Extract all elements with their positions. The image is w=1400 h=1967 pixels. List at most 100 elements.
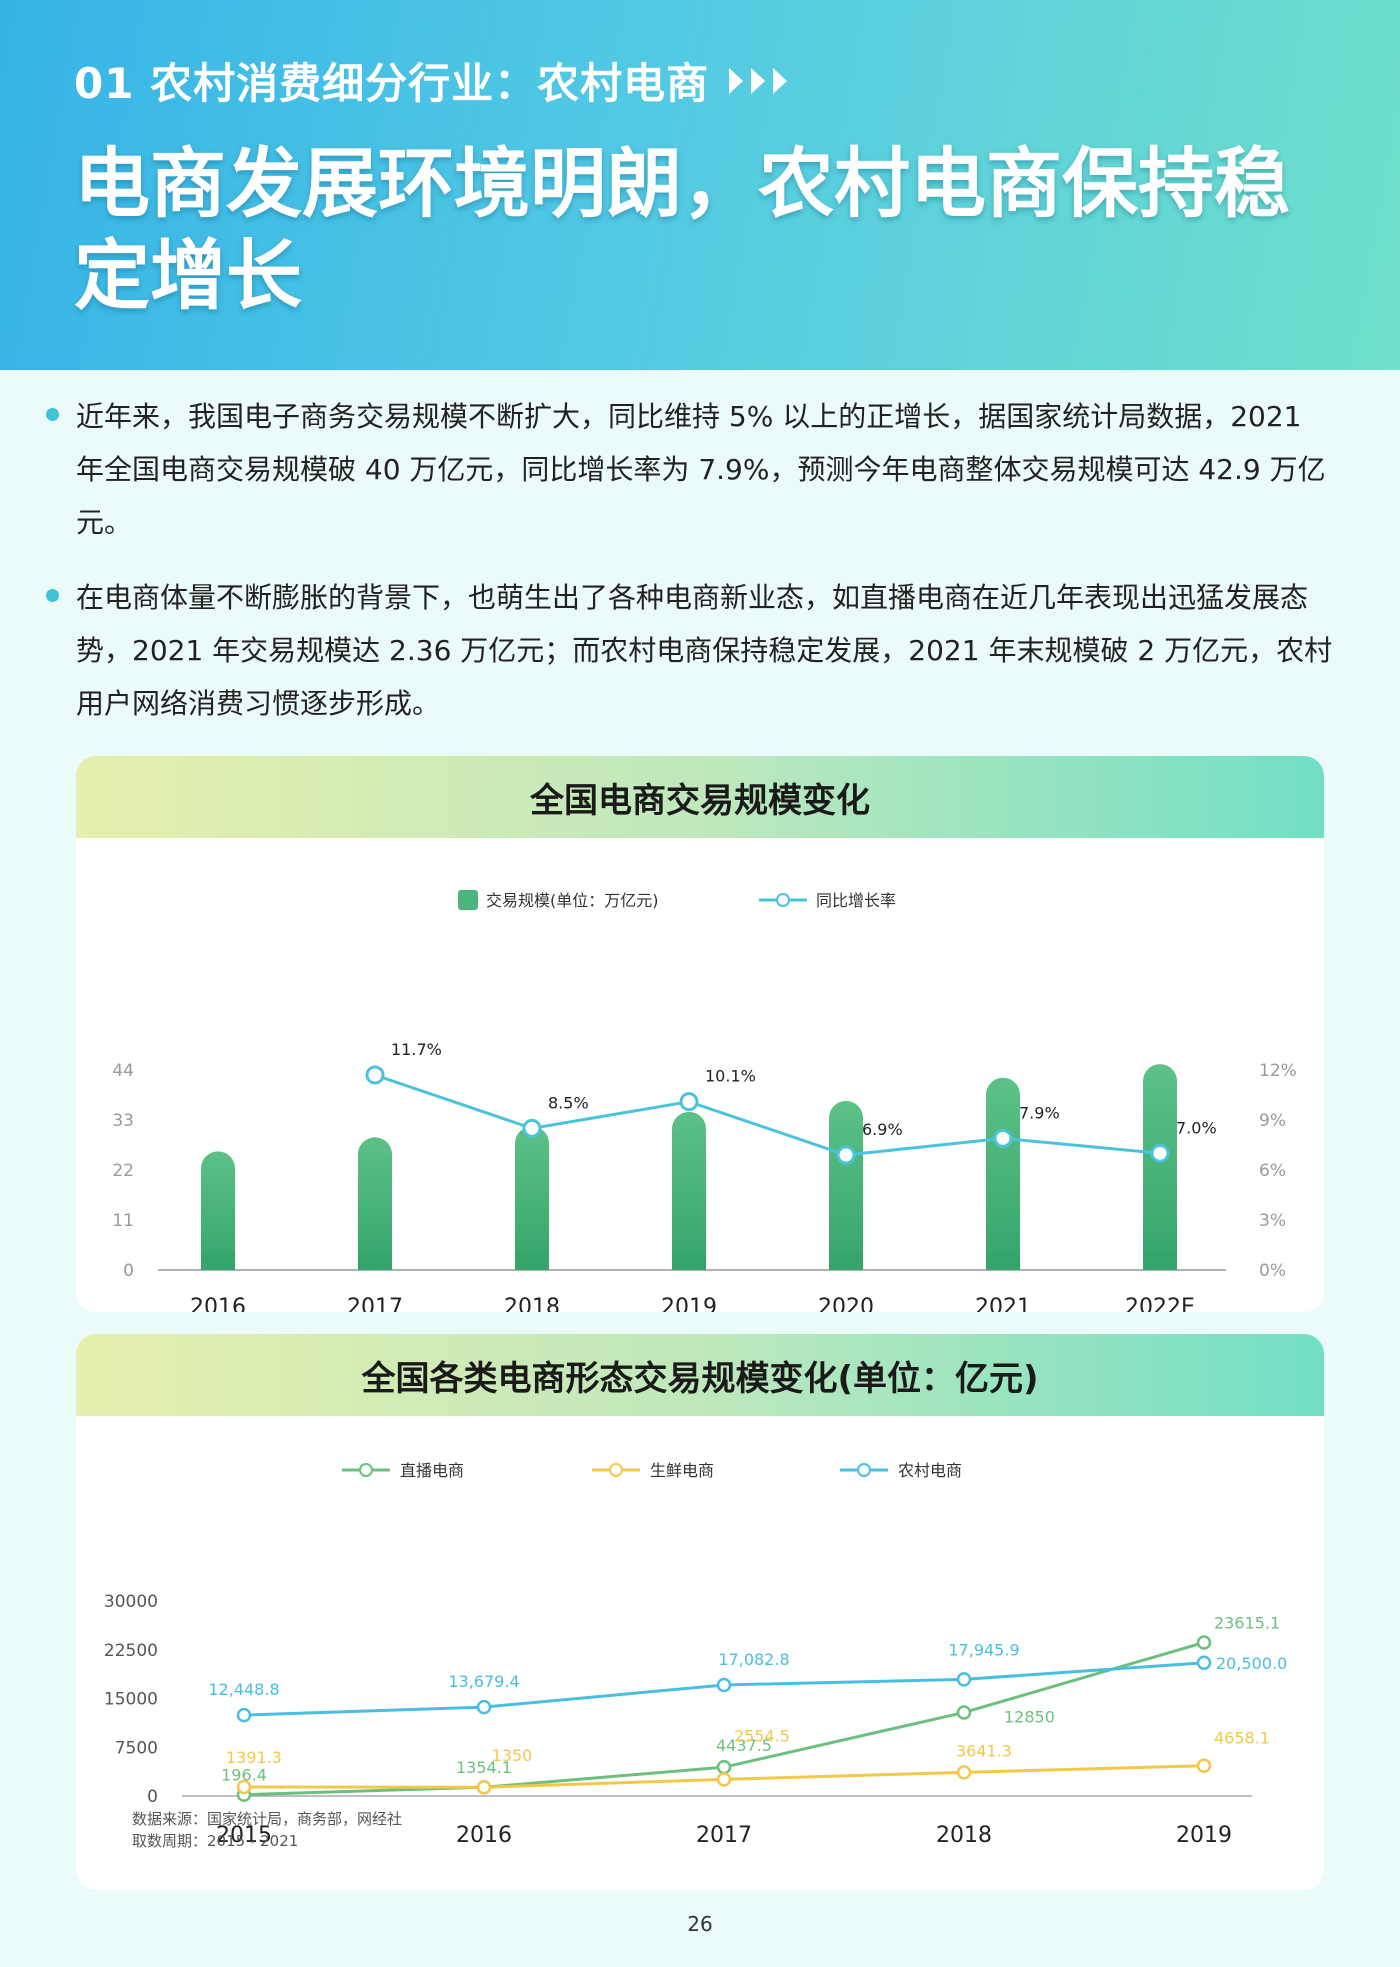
bar-2019 <box>672 1111 706 1270</box>
y-tick-label: 30000 <box>104 1592 158 1612</box>
data-label-live: 1354.1 <box>456 1758 512 1777</box>
data-label-fresh: 4658.1 <box>1214 1729 1270 1748</box>
data-label-fresh: 3641.3 <box>956 1741 1012 1760</box>
growth-data-label: 6.9% <box>862 1120 903 1139</box>
chart-title: 全国电商交易规模变化 <box>76 756 1324 838</box>
bar-2017 <box>358 1137 392 1270</box>
x-tick-label: 2017 <box>696 1823 752 1848</box>
section-label: 01 农村消费细分行业：农村电商 <box>74 50 789 111</box>
legend-marker-fresh <box>609 1463 623 1477</box>
point-live-2018 <box>956 1705 972 1720</box>
growth-data-label: 7.0% <box>1176 1118 1217 1137</box>
legend-marker-rural <box>857 1463 871 1477</box>
point-fresh-2015 <box>236 1779 252 1795</box>
x-tick-label: 2021 <box>975 1295 1031 1312</box>
bar-2021 <box>986 1077 1020 1270</box>
bar-2022E <box>1143 1064 1177 1270</box>
point-rural-2018 <box>956 1672 972 1687</box>
bar-base-2021 <box>986 1253 1020 1270</box>
bullet-dot-icon <box>46 408 59 421</box>
bullet-item: 在电商体量不断膨胀的背景下，也萌生出了各种电商新业态，如直播电商在近几年表现出迅… <box>46 571 1336 730</box>
y-left-tick-label: 22 <box>112 1161 134 1181</box>
x-tick-label: 2019 <box>1176 1823 1232 1848</box>
growth-point-2022E <box>1150 1143 1170 1163</box>
growth-data-label: 10.1% <box>705 1067 756 1086</box>
data-label-rural: 13,679.4 <box>448 1672 519 1691</box>
bar-base-2022E <box>1143 1253 1177 1270</box>
growth-point-2021 <box>993 1128 1013 1148</box>
point-fresh-2017 <box>716 1772 732 1787</box>
legend-marker-live <box>359 1463 373 1477</box>
legend-line-marker <box>776 893 790 907</box>
point-rural-2015 <box>236 1707 252 1723</box>
growth-rate-line <box>374 1073 1161 1157</box>
x-tick-label: 2016 <box>190 1295 246 1312</box>
data-label-rural: 17,082.8 <box>718 1650 789 1669</box>
data-label-live: 12850 <box>1004 1707 1055 1726</box>
data-label-live: 196.4 <box>221 1766 267 1785</box>
y-tick-label: 7500 <box>115 1738 158 1758</box>
bar-2020 <box>829 1100 863 1270</box>
y-tick-label: 15000 <box>104 1690 158 1710</box>
x-tick-label: 2018 <box>504 1295 560 1312</box>
point-fresh-2016 <box>476 1779 492 1795</box>
point-live-2019 <box>1196 1635 1212 1650</box>
growth-point-2017 <box>365 1065 385 1085</box>
y-tick-label: 22500 <box>104 1641 158 1661</box>
point-rural-2019 <box>1196 1655 1212 1670</box>
bar-base-2016 <box>201 1253 235 1270</box>
data-label-rural: 17,945.9 <box>948 1640 1019 1659</box>
x-tick-label: 2019 <box>661 1295 717 1312</box>
x-tick-label: 2022E <box>1125 1295 1195 1312</box>
triple-arrow-icon <box>727 66 789 96</box>
y-left-tick-label: 11 <box>112 1211 134 1231</box>
chart-card-ecommerce-types: 全国各类电商形态交易规模变化(单位：亿元) 直播电商 生鲜电商 农村电商 0 7500 1… <box>76 1334 1324 1890</box>
point-rural-2016 <box>476 1699 492 1715</box>
x-tick-label: 2015 <box>216 1823 272 1848</box>
x-tick-label: 2018 <box>936 1823 992 1848</box>
growth-point-2020 <box>836 1145 856 1165</box>
data-label-fresh: 1391.3 <box>226 1748 282 1767</box>
legend-label-growth: 同比增长率 <box>816 891 896 910</box>
growth-data-label: 8.5% <box>548 1093 589 1112</box>
growth-point-2019 <box>679 1092 699 1112</box>
legend-bar-swatch <box>458 890 478 910</box>
bullet-list: 近年来，我国电子商务交易规模不断扩大，同比维持 5% 以上的正增长，据国家统计局… <box>46 390 1336 752</box>
growth-point-2018 <box>522 1118 542 1138</box>
point-rural-2017 <box>716 1677 732 1693</box>
chart-title: 全国各类电商形态交易规模变化(单位：亿元) <box>76 1334 1324 1416</box>
y-right-tick-label: 12% <box>1259 1061 1297 1081</box>
bullet-dot-icon <box>46 589 59 602</box>
legend-label-scale: 交易规模(单位：万亿元) <box>486 891 659 910</box>
x-tick-label: 2020 <box>818 1295 874 1312</box>
data-source-line: 数据来源：国家统计局，商务部，网经社 <box>132 1810 403 1828</box>
legend-label-rural: 农村电商 <box>898 1461 962 1480</box>
y-left-tick-label: 0 <box>123 1261 134 1281</box>
header-banner: 01 农村消费细分行业：农村电商 电商发展环境明朗，农村电商保持稳定增长 <box>0 0 1400 370</box>
bullet-text: 在电商体量不断膨胀的背景下，也萌生出了各种电商新业态，如直播电商在近几年表现出迅… <box>76 581 1333 720</box>
data-label-live: 4437.5 <box>716 1736 772 1755</box>
chart-ecommerce-types: 直播电商 生鲜电商 农村电商 0 7500 15000 22500 30000 2015 2016… <box>104 1461 1287 1848</box>
legend-label-live: 直播电商 <box>400 1461 464 1480</box>
bullet-item: 近年来，我国电子商务交易规模不断扩大，同比维持 5% 以上的正增长，据国家统计局… <box>46 390 1336 549</box>
y-tick-label: 0 <box>147 1787 158 1807</box>
bar-base-2017 <box>358 1253 392 1270</box>
y-left-tick-label: 44 <box>112 1061 134 1081</box>
bar-base-2019 <box>672 1253 706 1270</box>
page-title: 电商发展环境明朗，农村电商保持稳定增长 <box>74 139 1290 320</box>
bar-2016 <box>201 1151 235 1270</box>
y-right-tick-label: 3% <box>1259 1211 1286 1231</box>
y-right-tick-label: 9% <box>1259 1111 1286 1131</box>
bar-base-2020 <box>829 1253 863 1270</box>
section-label-text: 01 农村消费细分行业：农村电商 <box>74 59 710 108</box>
page-number: 26 <box>687 1912 713 1936</box>
data-label-fresh: 2554.5 <box>734 1726 790 1745</box>
bar-base-2018 <box>515 1253 549 1270</box>
bullet-text: 近年来，我国电子商务交易规模不断扩大，同比维持 5% 以上的正增长，据国家统计局… <box>76 400 1326 539</box>
growth-data-label: 7.9% <box>1019 1103 1060 1122</box>
y-right-tick-label: 6% <box>1259 1161 1286 1181</box>
growth-data-label: 11.7% <box>391 1040 442 1059</box>
y-left-tick-label: 33 <box>112 1111 134 1131</box>
point-live-2017 <box>716 1759 732 1775</box>
x-tick-label: 2017 <box>347 1295 403 1312</box>
